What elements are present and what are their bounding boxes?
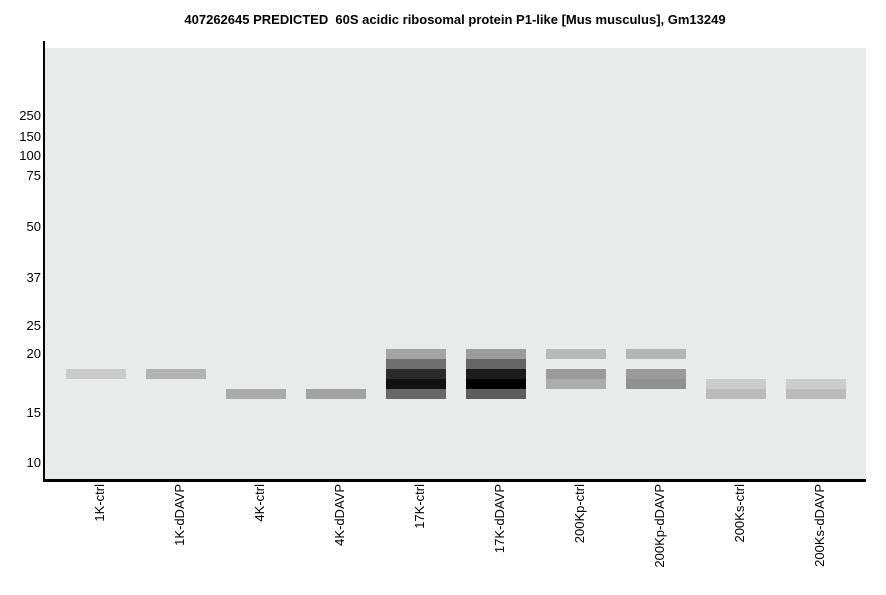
band-17K-dDAVP-r2 — [466, 359, 526, 369]
band-17K-ctrl-r2 — [386, 359, 446, 369]
x-axis-label-1K-dDAVP: 1K-dDAVP — [172, 484, 187, 546]
band-200Kp-ctrl-r4 — [546, 379, 606, 389]
band-200Ks-ctrl-r5 — [706, 389, 766, 399]
y-tick-label-50: 50 — [26, 219, 41, 234]
band-200Kp-ctrl-r1 — [546, 349, 606, 359]
y-tick-label-100: 100 — [19, 148, 41, 163]
y-tick-label-75: 75 — [26, 168, 41, 183]
band-17K-ctrl-r5 — [386, 389, 446, 399]
x-axis-label-200Ks-ctrl: 200Ks-ctrl — [732, 484, 747, 543]
band-17K-dDAVP-r1 — [466, 349, 526, 359]
y-tick-label-20: 20 — [26, 346, 41, 361]
x-axis-label-1K-ctrl: 1K-ctrl — [92, 484, 107, 522]
y-tick-label-10: 10 — [26, 455, 41, 470]
band-200Kp-dDAVP-r4 — [626, 379, 686, 389]
x-axis-label-200Ks-dDAVP: 200Ks-dDAVP — [812, 484, 827, 567]
x-axis-label-200Kp-dDAVP: 200Kp-dDAVP — [652, 484, 667, 568]
band-1K-ctrl-r3 — [66, 369, 126, 379]
chart-title: 407262645 PREDICTED 60S acidic ribosomal… — [184, 12, 726, 27]
band-200Kp-dDAVP-r1 — [626, 349, 686, 359]
band-200Ks-dDAVP-r5 — [786, 389, 846, 399]
band-17K-dDAVP-r5 — [466, 389, 526, 399]
band-200Ks-ctrl-r4 — [706, 379, 766, 389]
band-200Kp-ctrl-r3 — [546, 369, 606, 379]
band-200Kp-dDAVP-r3 — [626, 369, 686, 379]
x-axis-line — [43, 479, 866, 482]
y-tick-label-15: 15 — [26, 405, 41, 420]
y-axis-line — [43, 41, 45, 482]
y-tick-label-250: 250 — [19, 108, 41, 123]
x-axis-label-4K-dDAVP: 4K-dDAVP — [332, 484, 347, 546]
band-17K-ctrl-r1 — [386, 349, 446, 359]
plot-area — [45, 48, 866, 479]
x-axis-label-4K-ctrl: 4K-ctrl — [252, 484, 267, 522]
band-4K-ctrl-r5 — [226, 389, 286, 399]
band-17K-dDAVP-r4 — [466, 379, 526, 389]
x-axis-label-200Kp-ctrl: 200Kp-ctrl — [572, 484, 587, 544]
y-tick-label-25: 25 — [26, 318, 41, 333]
x-axis-label-17K-dDAVP: 17K-dDAVP — [492, 484, 507, 554]
band-17K-ctrl-r3 — [386, 369, 446, 379]
band-17K-ctrl-r4 — [386, 379, 446, 389]
x-axis-label-17K-ctrl: 17K-ctrl — [412, 484, 427, 529]
band-200Ks-dDAVP-r4 — [786, 379, 846, 389]
band-4K-dDAVP-r5 — [306, 389, 366, 399]
band-17K-dDAVP-r3 — [466, 369, 526, 379]
band-1K-dDAVP-r3 — [146, 369, 206, 379]
y-tick-label-37: 37 — [26, 270, 41, 285]
y-tick-label-150: 150 — [19, 129, 41, 144]
